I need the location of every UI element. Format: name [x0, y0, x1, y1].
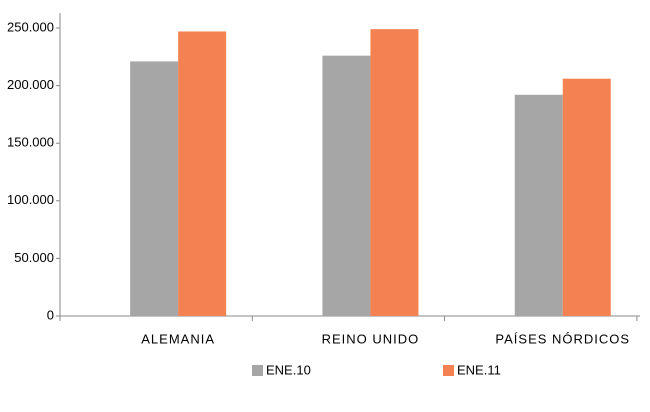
legend-label: ENE.10 — [266, 362, 311, 377]
legend-swatch — [252, 365, 263, 376]
bar — [178, 31, 227, 317]
y-tick-label: 50.000 — [14, 250, 54, 265]
legend-label: ENE.11 — [457, 362, 501, 377]
y-tick-label: 100.000 — [7, 192, 54, 207]
bar — [370, 29, 419, 316]
x-tick-label: REINO UNIDO — [322, 331, 420, 346]
legend-swatch — [443, 365, 454, 376]
y-tick-label: 150.000 — [7, 135, 54, 150]
x-tick-label: PAÍSES NÓRDICOS — [495, 331, 630, 346]
bar — [562, 78, 611, 316]
x-tick-label: ALEMANIA — [141, 331, 215, 346]
y-tick-label: 250.000 — [7, 19, 54, 34]
y-tick-label: 200.000 — [7, 77, 54, 92]
bar — [322, 55, 371, 316]
bar — [130, 61, 179, 316]
y-tick-label: 0 — [47, 307, 54, 322]
bar — [514, 94, 563, 316]
